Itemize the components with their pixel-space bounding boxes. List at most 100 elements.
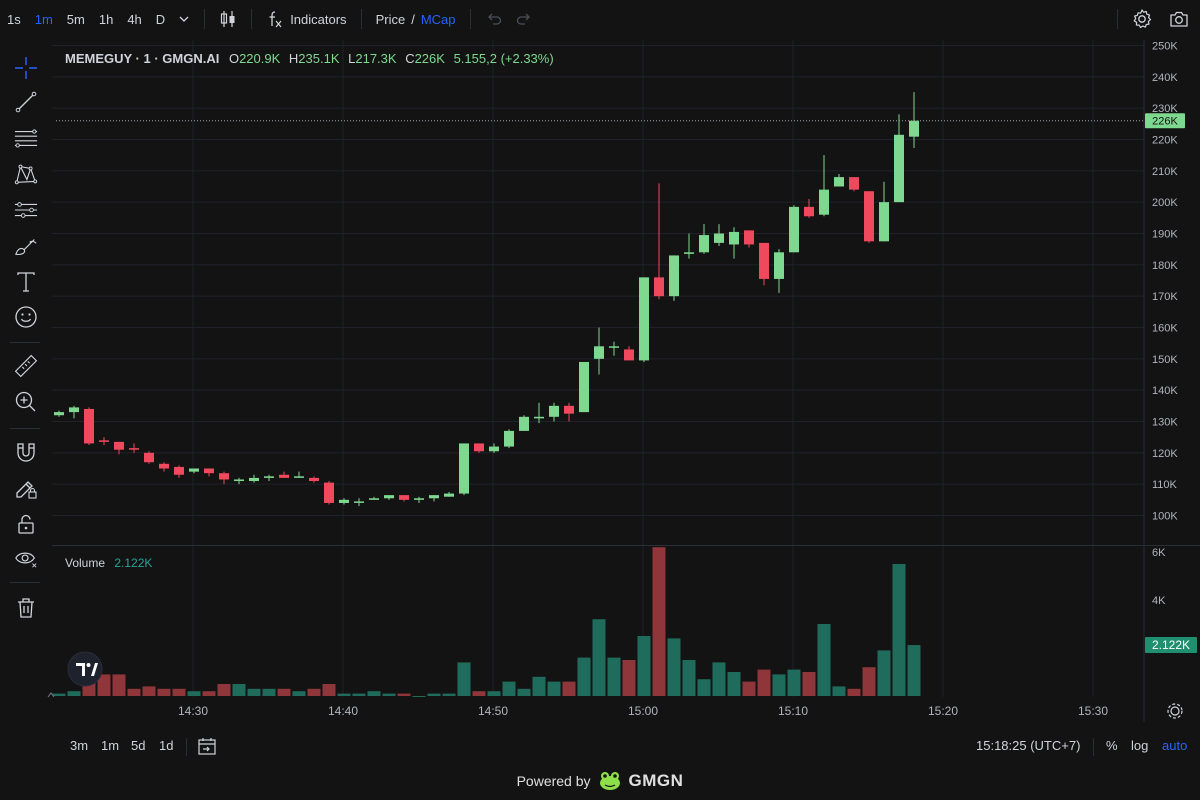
candle-body	[459, 443, 469, 494]
candle-body	[519, 416, 529, 431]
chevron-down-icon	[179, 16, 189, 22]
price-tick-label: 150K	[1152, 354, 1178, 366]
price-tick-label: 240K	[1152, 72, 1178, 84]
close-value: 226K	[415, 51, 446, 66]
candle-body	[294, 476, 304, 478]
candle-body	[429, 495, 439, 499]
emoji-tool[interactable]	[14, 305, 38, 329]
candle-body	[189, 468, 199, 472]
price-tick-label: 250K	[1152, 41, 1178, 53]
time-tick-label: 15:30	[1078, 704, 1108, 718]
magnet-tool[interactable]	[14, 440, 38, 464]
price-tick-label: 220K	[1152, 135, 1178, 147]
volume-bar	[397, 693, 411, 696]
candle-body	[219, 473, 229, 480]
candle-body	[654, 277, 664, 297]
candle-body	[744, 230, 754, 245]
hide-drawings-tool[interactable]	[14, 546, 38, 570]
price-tick-label: 100K	[1152, 511, 1178, 523]
settings-icon	[1133, 9, 1152, 29]
range-1m[interactable]: 1m	[101, 738, 120, 753]
ruler-tool[interactable]	[14, 354, 38, 378]
timeframe-4h[interactable]: 4h	[127, 11, 142, 27]
timeframe-1h[interactable]: 1h	[98, 11, 114, 27]
candle-body	[624, 349, 634, 361]
candle-body	[684, 252, 694, 254]
chart-type-button[interactable]	[213, 9, 243, 29]
volume-bar	[187, 691, 201, 696]
brush-tool[interactable]	[14, 234, 38, 258]
range-5d[interactable]: 5d	[131, 738, 146, 753]
volume-bar	[412, 696, 426, 697]
volume-bar	[622, 660, 636, 696]
trend-line-icon	[15, 91, 37, 113]
auto-scale-toggle[interactable]: auto	[1162, 738, 1188, 753]
date-range-button[interactable]	[196, 735, 218, 760]
crosshair-tool[interactable]	[14, 56, 38, 80]
indicators-button[interactable]: Indicators	[260, 9, 352, 29]
volume-bar	[547, 681, 561, 696]
redo-button[interactable]	[509, 10, 539, 28]
settings-button[interactable]	[1131, 8, 1153, 33]
price-tick-label: 140K	[1152, 385, 1178, 397]
candle-body	[474, 443, 484, 452]
crosshair-icon	[15, 57, 37, 79]
time-tick-label: 15:20	[928, 704, 958, 718]
open-value: 220.9K	[239, 51, 281, 66]
fib-retracement-tool[interactable]	[14, 126, 38, 150]
trend-line-tool[interactable]	[14, 90, 38, 114]
timeframe-1m[interactable]: 1m	[34, 11, 53, 27]
screenshot-button[interactable]	[1168, 8, 1190, 33]
range-3m[interactable]: 3m	[70, 738, 89, 753]
volume-bar	[247, 688, 261, 696]
log-scale-toggle[interactable]: log	[1131, 738, 1149, 753]
candle-body	[849, 177, 859, 190]
candle-body	[129, 448, 139, 450]
price-label: Price	[375, 11, 406, 27]
percent-scale-toggle[interactable]: %	[1106, 738, 1118, 753]
eye-icon	[15, 552, 37, 568]
timeframe-5m[interactable]: 5m	[66, 11, 85, 27]
candle-body	[774, 252, 784, 279]
timeframe-dropdown[interactable]	[172, 12, 196, 27]
remove-drawings-tool[interactable]	[14, 596, 38, 620]
time-readout[interactable]: 15:18:25 (UTC+7)	[976, 738, 1081, 753]
price-mcap-toggle[interactable]: Price / MCap	[370, 12, 462, 27]
candles	[54, 92, 919, 507]
candle-body	[534, 416, 544, 419]
volume-bar	[862, 667, 876, 696]
timeframe-d[interactable]: D	[155, 11, 166, 27]
candle-body	[639, 277, 649, 361]
candle-body	[804, 206, 814, 217]
forecast-tool[interactable]	[14, 198, 38, 222]
candle-body	[444, 493, 454, 497]
volume-bar	[457, 662, 471, 696]
volume-bar	[592, 619, 606, 696]
candle-body	[714, 233, 724, 243]
pattern-tool[interactable]	[14, 162, 38, 186]
lock-drawings-tool[interactable]	[14, 476, 38, 500]
lock-all-tool[interactable]	[14, 512, 38, 536]
top-toolbar: 1s 1m 5m 1h 4h D Indicators Price / MCap	[0, 0, 1200, 38]
price-tick-label: 200K	[1152, 197, 1178, 209]
lock-drawing-icon	[16, 481, 37, 499]
fib-retracement-icon	[14, 129, 38, 148]
candle-body	[99, 440, 109, 442]
text-tool[interactable]	[14, 270, 38, 294]
range-1d[interactable]: 1d	[159, 738, 174, 753]
tradingview-logo	[67, 651, 103, 687]
candle-body	[909, 120, 919, 137]
time-axis-settings-icon	[1167, 703, 1183, 719]
volume-bar	[112, 674, 126, 696]
timeframe-1s[interactable]: 1s	[7, 11, 21, 27]
candle-body	[879, 202, 889, 242]
candle-body	[564, 405, 574, 414]
undo-button[interactable]	[479, 10, 509, 28]
chart-grid	[52, 40, 1144, 697]
volume-value: 2.122K	[114, 556, 152, 570]
candle-body	[864, 191, 874, 242]
indicators-label: Indicators	[290, 11, 347, 27]
volume-bar	[712, 662, 726, 696]
zoom-in-tool[interactable]	[14, 390, 38, 414]
